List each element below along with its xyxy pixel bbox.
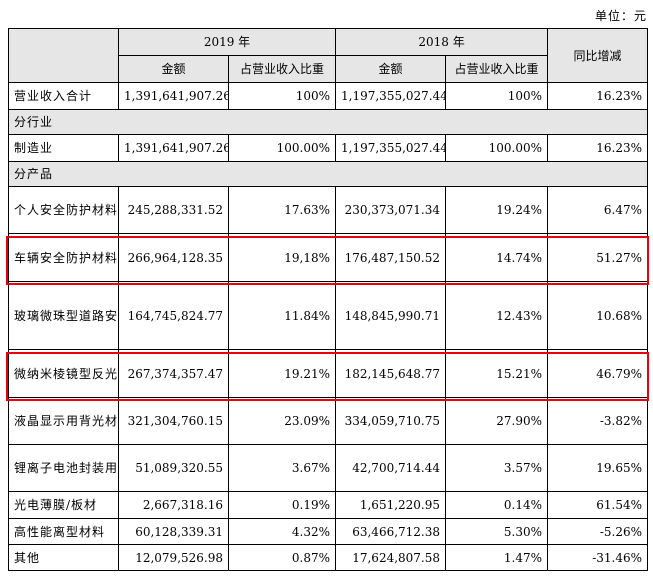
ratio-2018: 27.90% — [445, 397, 549, 445]
amount-2019: 51,089,320.55 — [118, 444, 229, 492]
header-ratio-2019: 占营业收入比重 — [227, 55, 337, 83]
product-row: 微纳米棱镜型反光材料及制品 267,374,357.47 19.21% 182,… — [8, 349, 649, 398]
amount-2018: 1,651,220.95 — [335, 491, 447, 519]
amount-2019: 2,667,318.16 — [118, 491, 229, 519]
ratio-2018: 19.24% — [445, 186, 549, 234]
product-row: 个人安全防护材料及制品 245,288,331.52 17.63% 230,37… — [8, 186, 649, 234]
total-row: 营业收入合计 1,391,641,907.26 100% 1,197,355,0… — [8, 82, 649, 110]
product-row: 光电薄膜/板材 2,667,318.16 0.19% 1,651,220.95 … — [8, 491, 649, 519]
header-amount-2018: 金额 — [335, 55, 447, 83]
yoy-change: 51.27% — [547, 233, 649, 282]
ratio-2019: 0.87% — [227, 544, 337, 571]
amount-2018: 42,700,714.44 — [335, 444, 447, 492]
amount-2018: 334,059,710.75 — [335, 397, 447, 445]
yoy-change: -5.26% — [547, 518, 649, 545]
amount-2018: 176,487,150.52 — [335, 233, 447, 282]
product-label: 锂离子电池封装用材料 — [8, 444, 119, 492]
amount-2018: 182,145,648.77 — [335, 349, 447, 398]
yoy-change: 19.65% — [547, 444, 649, 492]
ratio-2018: 5.30% — [445, 518, 549, 545]
product-label: 微纳米棱镜型反光材料及制品 — [8, 349, 119, 398]
yoy-change: 46.79% — [547, 349, 649, 398]
amount-2019: 245,288,331.52 — [118, 186, 229, 234]
product-label: 液晶显示用背光材料及模切组件 — [8, 397, 119, 445]
yoy-change: 61.54% — [547, 491, 649, 519]
header-year-2018: 2018 年 — [335, 28, 549, 56]
ratio-2018: 100.00% — [445, 134, 549, 162]
section-row-product: 分产品 — [7, 161, 649, 187]
header-year-2019: 2019 年 — [117, 28, 337, 56]
revenue-table: 2019 年 2018 年 同比增减 金额 占营业收入比重 金额 占营业收入比重… — [7, 28, 649, 571]
amount-2019: 60,128,339.31 — [118, 518, 229, 545]
ratio-2019: 11.84% — [227, 281, 337, 350]
amount-2019: 1,391,641,907.26 — [118, 82, 229, 110]
product-label: 其他 — [8, 544, 119, 571]
product-row: 车辆安全防护材料及制品 266,964,128.35 19,18% 176,48… — [8, 233, 649, 282]
product-row: 玻璃微珠型道路安全防护材料及制品 164,745,824.77 11.84% 1… — [8, 281, 649, 350]
ratio-2018: 12.43% — [445, 281, 549, 350]
ratio-2018: 14.74% — [445, 233, 549, 282]
ratio-2018: 100% — [445, 82, 549, 110]
ratio-2019: 4.32% — [227, 518, 337, 545]
header-ratio-2018: 占营业收入比重 — [445, 55, 549, 83]
section-industry-label: 分行业 — [7, 109, 649, 135]
ratio-2018: 15.21% — [445, 349, 549, 398]
ratio-2019: 17.63% — [227, 186, 337, 234]
amount-2018: 230,373,071.34 — [335, 186, 447, 234]
yoy-change: -31.46% — [547, 544, 649, 571]
amount-2019: 267,374,357.47 — [118, 349, 229, 398]
ratio-2019: 3.67% — [227, 444, 337, 492]
ratio-2018: 0.14% — [445, 491, 549, 519]
amount-2018: 63,466,712.38 — [335, 518, 447, 545]
ratio-2019: 100.00% — [227, 134, 337, 162]
header-row-years: 2019 年 2018 年 同比增减 — [8, 28, 649, 83]
ratio-2018: 1.47% — [445, 544, 549, 571]
header-blank — [8, 28, 119, 83]
row-label: 营业收入合计 — [8, 82, 119, 110]
section-row-industry: 分行业 — [7, 109, 649, 135]
amount-2018: 1,197,355,027.44 — [335, 134, 447, 162]
amount-2018: 148,845,990.71 — [335, 281, 447, 350]
product-row: 锂离子电池封装用材料 51,089,320.55 3.67% 42,700,71… — [8, 444, 649, 492]
unit-label: 单位：元 — [594, 9, 647, 23]
ratio-2018: 3.57% — [445, 444, 549, 492]
ratio-2019: 100% — [227, 82, 337, 110]
amount-2019: 164,745,824.77 — [118, 281, 229, 350]
amount-2019: 321,304,760.15 — [118, 397, 229, 445]
header-amount-2019: 金额 — [118, 55, 229, 83]
ratio-2019: 19,18% — [227, 233, 337, 282]
amount-2019: 12,079,526.98 — [118, 544, 229, 571]
industry-row: 制造业 1,391,641,907.26 100.00% 1,197,355,0… — [8, 134, 649, 162]
ratio-2019: 19.21% — [227, 349, 337, 398]
header-change: 同比增减 — [547, 28, 649, 83]
ratio-2019: 0.19% — [227, 491, 337, 519]
product-label: 玻璃微珠型道路安全防护材料及制品 — [8, 281, 119, 350]
yoy-change: 16.23% — [547, 134, 649, 162]
row-label: 制造业 — [8, 134, 119, 162]
product-label: 光电薄膜/板材 — [8, 491, 119, 519]
product-row: 其他 12,079,526.98 0.87% 17,624,807.58 1.4… — [8, 544, 649, 571]
product-row: 高性能离型材料 60,128,339.31 4.32% 63,466,712.3… — [8, 518, 649, 545]
ratio-2019: 23.09% — [227, 397, 337, 445]
product-label: 车辆安全防护材料及制品 — [8, 233, 119, 282]
amount-2018: 1,197,355,027.44 — [335, 82, 447, 110]
product-row: 液晶显示用背光材料及模切组件 321,304,760.15 23.09% 334… — [8, 397, 649, 445]
amount-2019: 1,391,641,907.26 — [118, 134, 229, 162]
section-product-label: 分产品 — [7, 161, 649, 187]
yoy-change: 6.47% — [547, 186, 649, 234]
amount-2018: 17,624,807.58 — [335, 544, 447, 571]
amount-2019: 266,964,128.35 — [118, 233, 229, 282]
yoy-change: 10.68% — [547, 281, 649, 350]
yoy-change: 16.23% — [547, 82, 649, 110]
header-row-columns: 金额 占营业收入比重 金额 占营业收入比重 — [9, 55, 648, 83]
product-label: 个人安全防护材料及制品 — [8, 186, 119, 234]
yoy-change: -3.82% — [547, 397, 649, 445]
product-label: 高性能离型材料 — [8, 518, 119, 545]
